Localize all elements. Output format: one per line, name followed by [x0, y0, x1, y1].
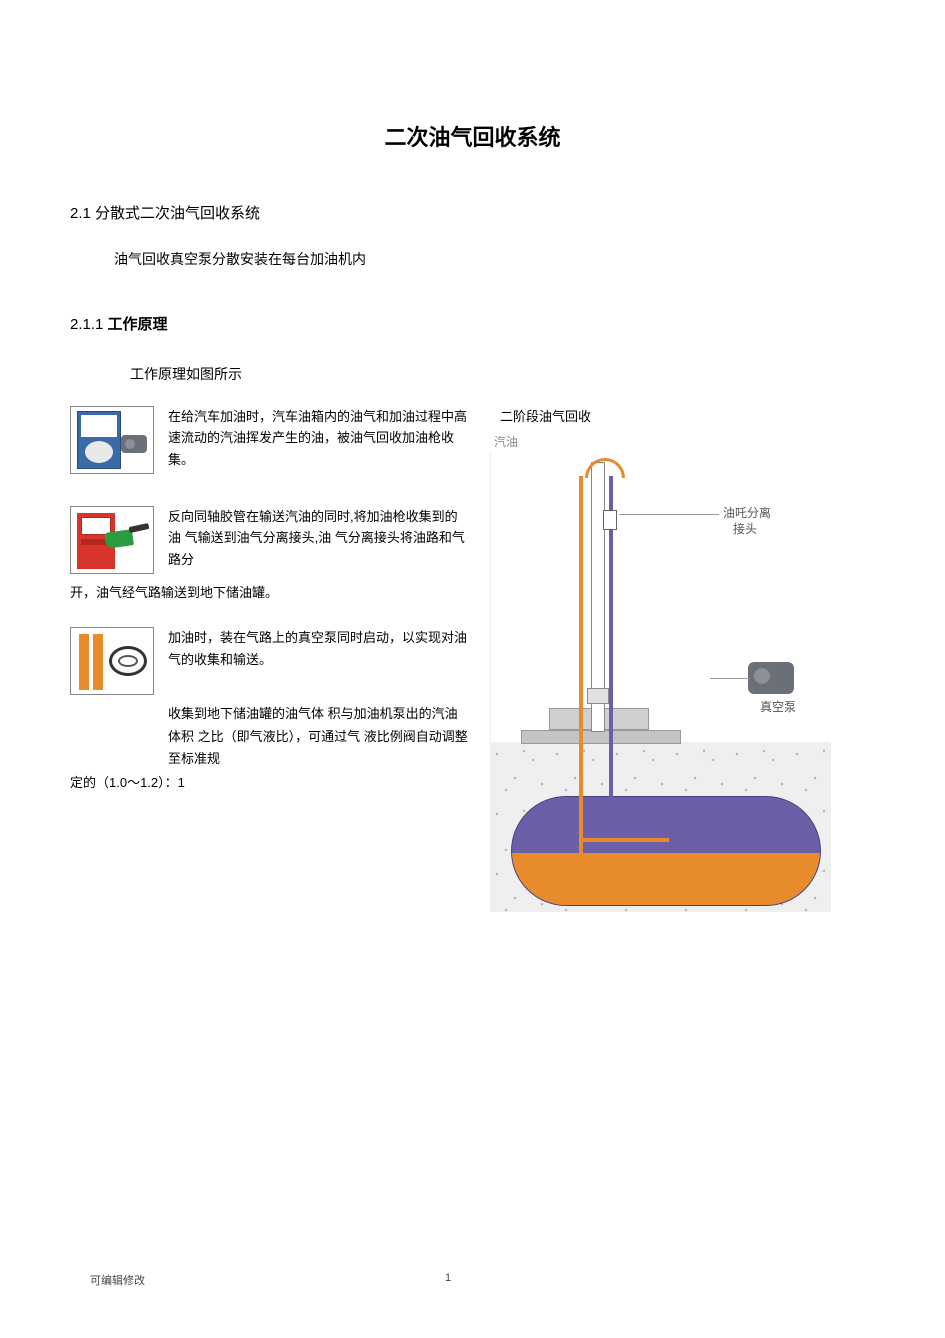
concrete-slab — [521, 730, 681, 744]
section-2-1-number: 2.1 — [70, 205, 91, 222]
footer-editable-note: 可编辑修改 — [90, 1272, 145, 1288]
underground-tank — [511, 796, 821, 906]
tank-oil-level — [512, 853, 820, 905]
step-2-wrap: 开，油气经气路输送到地下储油罐。 — [70, 582, 470, 603]
fuel-pipe-vertical — [579, 476, 583, 866]
step-1: 在给汽车加油时，汽车油箱内的油气和加油过程中高速流动的汽油挥发产生的油，被油气回… — [70, 406, 470, 474]
connector-label-2: 接头 — [733, 520, 757, 537]
vacuum-pump-icon — [748, 662, 794, 694]
diagram-title: 二阶段油气回收 — [500, 406, 850, 425]
footer-page-number: 1 — [445, 1272, 451, 1288]
section-2-1-description: 油气回收真空泵分散安装在每台加油机内 — [114, 249, 875, 269]
page-title: 二次油气回收系统 — [70, 120, 875, 152]
vacuum-pump-leader — [710, 678, 750, 679]
step-2: 反向同轴胶管在输送汽油的同时,将加油枪收集到的油 气输送到油气分离接头,油 气分… — [70, 506, 470, 574]
step-4-wrap: 定的（1.0～1.2）：1 — [70, 772, 470, 793]
inline-valve — [587, 688, 609, 704]
content-columns: 在给汽车加油时，汽车油箱内的油气和加油过程中高速流动的汽油挥发产生的油，被油气回… — [70, 406, 875, 912]
steps-column: 在给汽车加油时，汽车油箱内的油气和加油过程中高速流动的汽油挥发产生的油，被油气回… — [70, 406, 470, 811]
connector-label-1: 油吒分离 — [723, 504, 771, 521]
separator-connector — [603, 510, 617, 530]
connector-leader — [619, 514, 719, 515]
intro-line: 工作原理如图所示 — [130, 364, 875, 384]
vapor-recovery-diagram: 油吒分离 接头 真空泵 — [490, 452, 830, 912]
step-3-text: 加油时，装在气路上的真空泵同时启动，以实现对油气的收集和输送。 — [168, 627, 470, 670]
fuel-pipe-horizontal — [579, 838, 669, 842]
section-2-1-1-number: 2.1.1 — [70, 316, 103, 333]
section-2-1-heading: 2.1 分散式二次油气回收系统 — [70, 202, 875, 223]
step-1-text: 在给汽车加油时，汽车油箱内的油气和加油过程中高速流动的汽油挥发产生的油，被油气回… — [168, 406, 470, 470]
hose-loop — [585, 458, 625, 478]
vacuum-pump-label: 真空泵 — [760, 698, 796, 715]
pipes-coil-icon — [70, 627, 154, 695]
page-footer: 可编辑修改 1 — [90, 1272, 451, 1288]
dispenser-nozzle-icon — [70, 506, 154, 574]
section-2-1-title: 分散式二次油气回收系统 — [95, 205, 260, 222]
step-3: 加油时，装在气路上的真空泵同时启动，以实现对油气的收集和输送。 — [70, 627, 470, 695]
step-2-text: 反向同轴胶管在输送汽油的同时,将加油枪收集到的油 气输送到油气分离接头,油 气分… — [168, 506, 470, 570]
diagram-column: 二阶段油气回收 汽油 油吒分离 接头 真空泵 — [490, 406, 850, 912]
dispenser-cutaway-icon — [70, 406, 154, 474]
section-2-1-1-heading: 2.1.1 工作原理 — [70, 313, 875, 334]
section-2-1-1-title: 工作原理 — [108, 316, 168, 333]
step-4-text: 收集到地下储油罐的油气体 积与加油机泵出的汽油体积 之比（即气液比），可通过气 … — [168, 703, 470, 769]
diagram-subtitle: 汽油 — [494, 433, 850, 450]
